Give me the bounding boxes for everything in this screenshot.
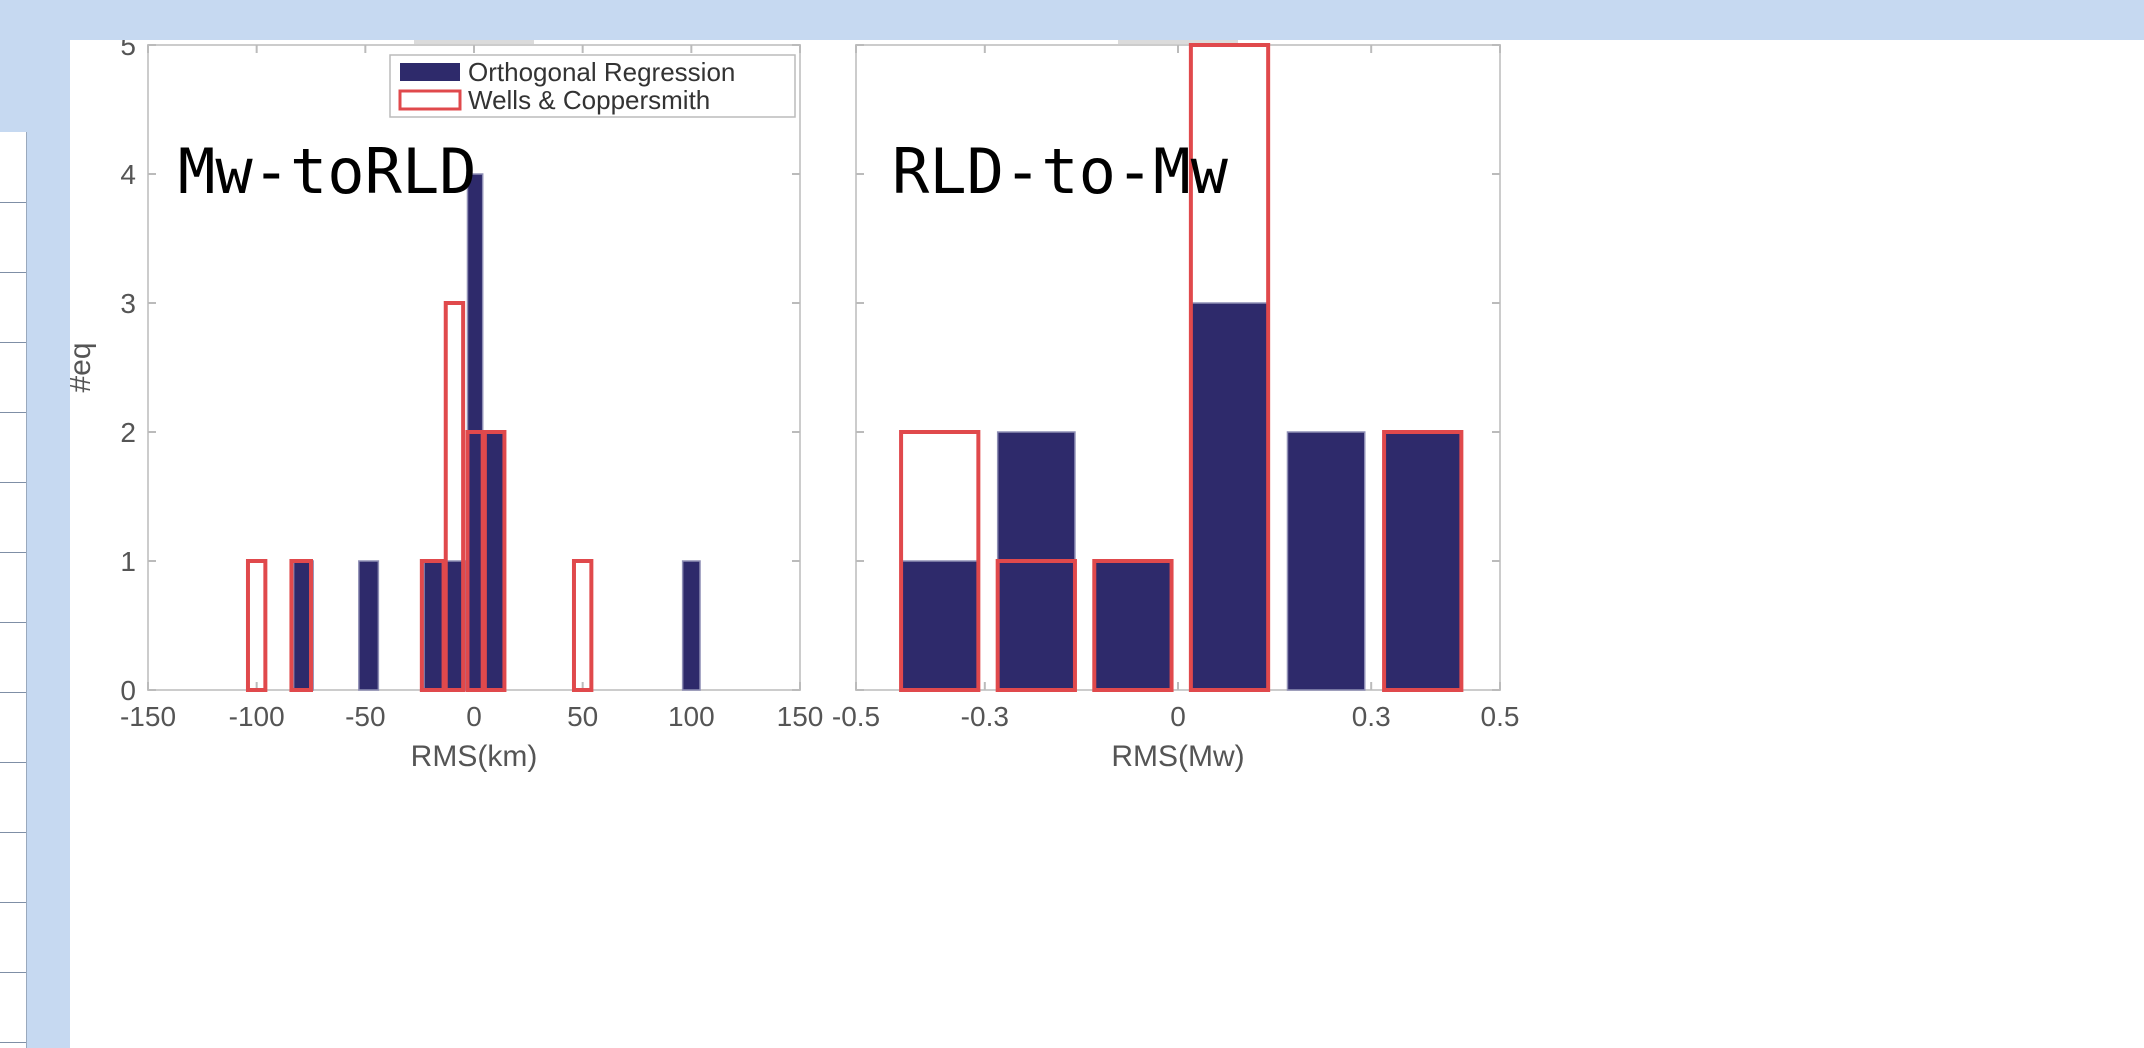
x-tick-label: 0.3 [1352, 701, 1391, 732]
strip-cell [0, 132, 26, 203]
bar-wells [480, 430, 507, 692]
strip-cell [0, 692, 26, 763]
bar-wells [419, 559, 446, 692]
cut-title-2 [1118, 40, 1238, 44]
x-axis-label: RMS(Mw) [1111, 740, 1244, 773]
x-tick-label: 50 [567, 701, 598, 732]
bar-wells [1188, 43, 1271, 692]
bar-wells [289, 559, 314, 692]
strip-cell [0, 762, 26, 833]
chart-svg: 0 1 2 3 4 5 -150 -100 -50 0 50 100 150 RMS(km) #eq Mw-t… [70, 40, 1520, 773]
strip-cell [0, 832, 26, 903]
bar-orthogonal [358, 560, 380, 691]
bar-wells [1382, 430, 1464, 692]
chart-canvas: 0 1 2 3 4 5 -150 -100 -50 0 50 100 150 RMS(km) #eq Mw-t… [70, 40, 2144, 1048]
legend-label-wells: Wells & Coppersmith [468, 85, 710, 115]
strip-cell [0, 272, 26, 343]
bar-wells [899, 430, 981, 692]
left-table-strip [0, 132, 27, 1048]
legend-swatch-orthogonal [400, 63, 460, 81]
strip-cell [0, 342, 26, 413]
strip-cell [0, 972, 26, 1043]
legend-swatch-wells [398, 89, 462, 111]
x-tick-label: 150 [777, 701, 824, 732]
bar-wells [245, 559, 268, 692]
bar-orthogonal [1383, 431, 1463, 691]
x-tick-label: -50 [345, 701, 385, 732]
y-tick-label: 0 [120, 675, 136, 706]
bar-wells [465, 430, 487, 692]
bar-wells [571, 559, 594, 692]
strip-cell [0, 482, 26, 553]
y-tick-label: 1 [120, 546, 136, 577]
strip-cell [0, 902, 26, 973]
x-tick-label: -0.5 [832, 701, 880, 732]
x-tick-label: -100 [229, 701, 285, 732]
panel-annotation: RLD-to-Mw [892, 135, 1229, 208]
bar-orthogonal [1286, 431, 1366, 691]
strip-cell [0, 622, 26, 693]
bar-orthogonal [900, 560, 980, 691]
y-tick-label: 2 [120, 417, 136, 448]
strip-cell [0, 552, 26, 623]
x-tick-label: 100 [668, 701, 715, 732]
bar-orthogonal [423, 560, 445, 691]
bar-wells [995, 559, 1077, 692]
x-tick-label: 0.5 [1481, 701, 1520, 732]
x-tick-label: 0 [466, 701, 482, 732]
bar-wells [443, 301, 466, 692]
panel-annotation: Mw-toRLD [178, 135, 477, 208]
x-tick-label: -150 [120, 701, 176, 732]
y-tick-label: 3 [120, 288, 136, 319]
x-tick-label: -0.3 [961, 701, 1009, 732]
bar-orthogonal [1190, 302, 1269, 691]
y-axis-label: #eq [70, 342, 97, 392]
y-tick-label: 5 [120, 40, 136, 61]
cut-title-1 [414, 40, 534, 44]
bar-wells [1092, 559, 1174, 692]
bar-orthogonal [681, 560, 701, 691]
strip-cell [0, 202, 26, 273]
y-tick-label: 4 [120, 159, 136, 190]
strip-cell [0, 412, 26, 483]
x-tick-label: 0 [1170, 701, 1186, 732]
x-axis-label: RMS(km) [411, 740, 538, 773]
bar-orthogonal [1093, 560, 1173, 691]
legend-label-orthogonal: Orthogonal Regression [468, 57, 735, 87]
